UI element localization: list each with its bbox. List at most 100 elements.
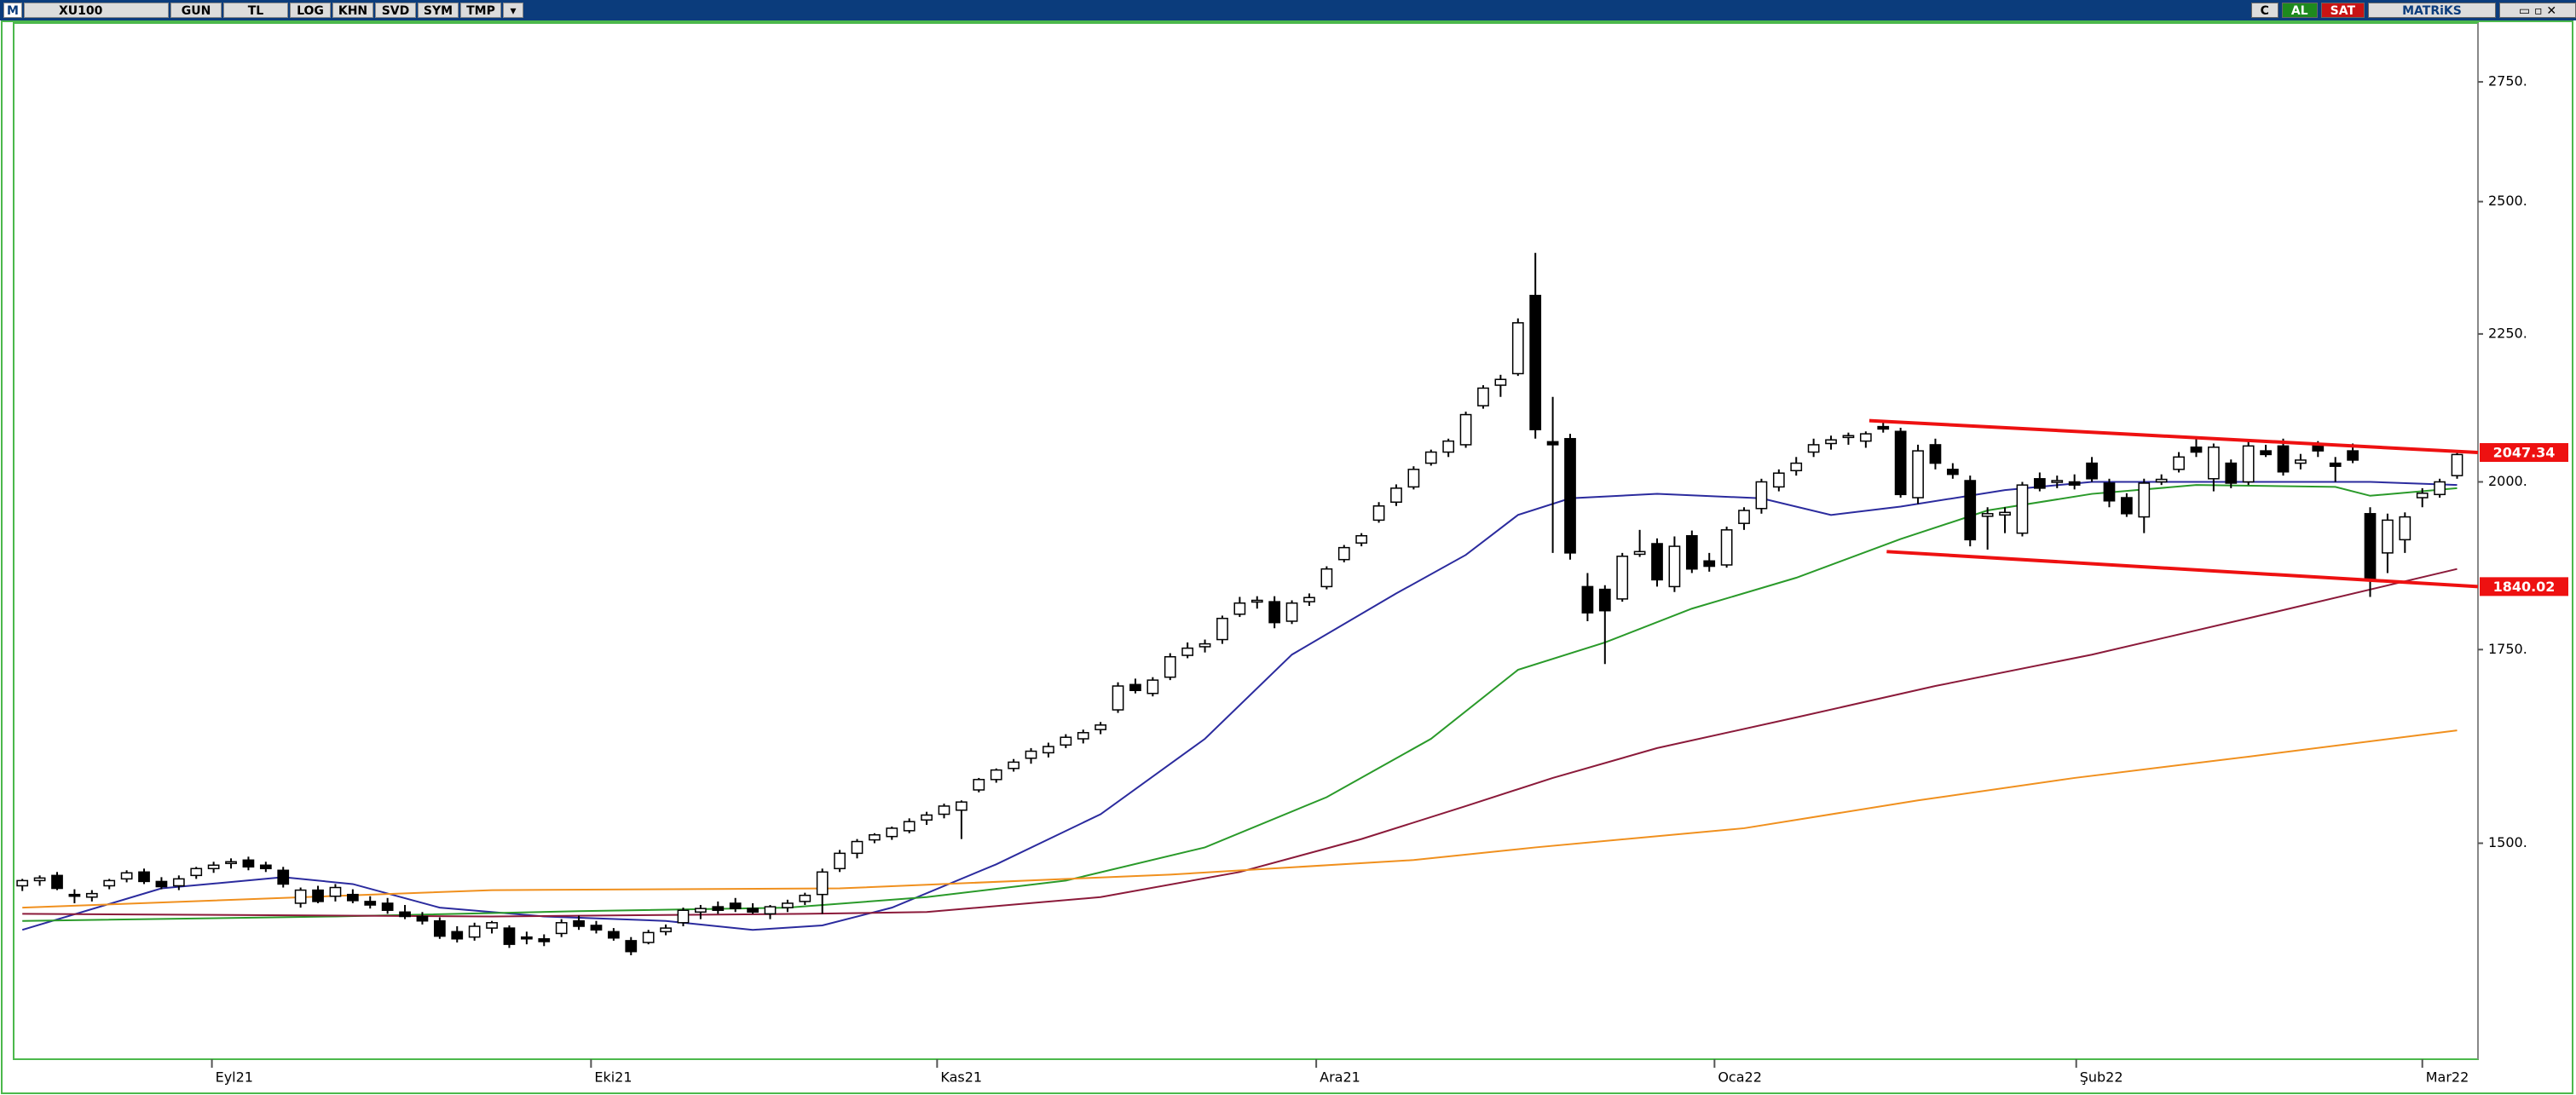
candle-body <box>1651 543 1663 581</box>
candle-body <box>1825 439 1837 445</box>
candle-body <box>381 902 394 911</box>
candle-body <box>1564 438 1576 554</box>
toolbar: M XU100 GUN TL LOG KHN SVD SYM TMP ▾ C AL SAT … <box>0 0 2576 20</box>
toolbar-button[interactable]: TL <box>223 3 288 18</box>
toolbar-button[interactable]: SYM <box>418 3 459 18</box>
candle-body <box>1511 322 1524 375</box>
candle-body <box>312 889 324 902</box>
candle-body <box>2277 445 2290 473</box>
candle-body <box>1459 413 1472 446</box>
candle-body <box>2225 462 2238 484</box>
toolbar-button[interactable]: KHN <box>332 3 373 18</box>
candle-body <box>712 906 725 911</box>
y-tick-label: 2750. <box>2488 73 2527 89</box>
y-tick-label: 1500. <box>2488 834 2527 850</box>
moving-average <box>22 568 2458 918</box>
candle-body <box>520 936 533 940</box>
toolbar-button[interactable]: SVD <box>375 3 416 18</box>
buy-button[interactable]: AL <box>2281 3 2318 18</box>
candle-body <box>677 909 690 924</box>
candle-body <box>1095 724 1107 730</box>
sell-button[interactable]: SAT <box>2320 3 2365 18</box>
candle-body <box>1285 602 1298 622</box>
candle-body <box>625 940 638 953</box>
candle-body <box>486 922 498 929</box>
candle-body <box>1198 643 1211 648</box>
c-button[interactable]: C <box>2250 3 2279 18</box>
candle-body <box>103 879 116 887</box>
candle-body <box>277 869 290 885</box>
candle-body <box>1112 685 1124 711</box>
chart: 2750. 2500. 2250. 2000. 1750. 1500. Eyl21 Eki21… <box>1 20 2573 1094</box>
candle-body <box>225 861 237 865</box>
candle-body <box>2399 516 2411 541</box>
candle-body <box>2155 478 2168 483</box>
candle-body <box>2329 462 2342 467</box>
x-tick-label: Eyl21 <box>216 1069 253 1086</box>
symbol[interactable]: XU100 <box>24 3 169 18</box>
candle-body <box>1477 387 1489 406</box>
candle-body <box>1685 534 1698 570</box>
candle-body <box>207 864 220 870</box>
candle-body <box>242 859 255 868</box>
candle-body <box>903 821 915 832</box>
candle-body <box>660 927 672 933</box>
candle-body <box>973 779 985 791</box>
candle-body <box>51 874 63 890</box>
moving-average <box>22 484 2458 922</box>
candle-body <box>416 915 429 922</box>
candle-body <box>1772 472 1785 488</box>
price-label: 2047.34 <box>2493 445 2556 461</box>
candle-body <box>573 919 585 927</box>
x-tick-label: Oca22 <box>1718 1069 1762 1086</box>
candle-body <box>2138 482 2151 518</box>
buttons: GUN TL LOG KHN SVD SYM TMP <box>169 3 501 18</box>
candle-body <box>834 852 846 870</box>
candle-body <box>1442 440 1455 453</box>
candle-body <box>2364 513 2377 579</box>
toolbar-button[interactable]: LOG <box>290 3 331 18</box>
dropdown[interactable]: ▾ <box>503 3 523 18</box>
candle-body <box>2103 482 2116 502</box>
candle-body <box>1929 444 1942 464</box>
candle-body <box>1546 441 1559 446</box>
candle-body <box>1999 511 2011 516</box>
candle-body <box>1703 560 1716 568</box>
candle-body <box>1060 736 1072 746</box>
candle-body <box>364 901 377 906</box>
candle-body <box>1077 732 1089 740</box>
candle-body <box>1894 430 1907 496</box>
price-label-box <box>2480 443 2568 463</box>
candle-body <box>2033 478 2046 489</box>
candle-body <box>2242 445 2255 483</box>
candle-body <box>1320 568 1333 588</box>
candle-body <box>1790 462 1803 472</box>
candle-body <box>1912 450 1924 499</box>
candle-body <box>608 931 620 939</box>
candle-body <box>1250 599 1263 603</box>
candle-body <box>782 902 794 908</box>
candle-body <box>764 906 777 915</box>
candle-body <box>16 879 29 887</box>
logo[interactable]: M <box>3 3 22 18</box>
toolbar-button[interactable]: GUN <box>170 3 222 18</box>
price-label-box <box>2480 577 2568 596</box>
candle-body <box>1877 425 1890 430</box>
candle-body <box>590 925 603 931</box>
candle-body <box>1025 750 1037 759</box>
candle-body <box>1842 435 1855 439</box>
brand: MATRiKS <box>2368 3 2496 18</box>
window-controls[interactable]: ▭ ▫ ✕ <box>2499 3 2576 18</box>
candle-body <box>1859 433 1872 442</box>
candle-body <box>747 908 759 913</box>
candle-body <box>851 840 863 855</box>
candle-body <box>2295 459 2307 464</box>
candle-body <box>990 769 1002 781</box>
candle-body <box>2347 450 2359 461</box>
candle-body <box>956 801 967 811</box>
toolbar-button[interactable]: TMP <box>460 3 501 18</box>
moving-average <box>21 481 2458 931</box>
candle-body <box>468 925 481 938</box>
candle-body <box>2451 453 2463 476</box>
